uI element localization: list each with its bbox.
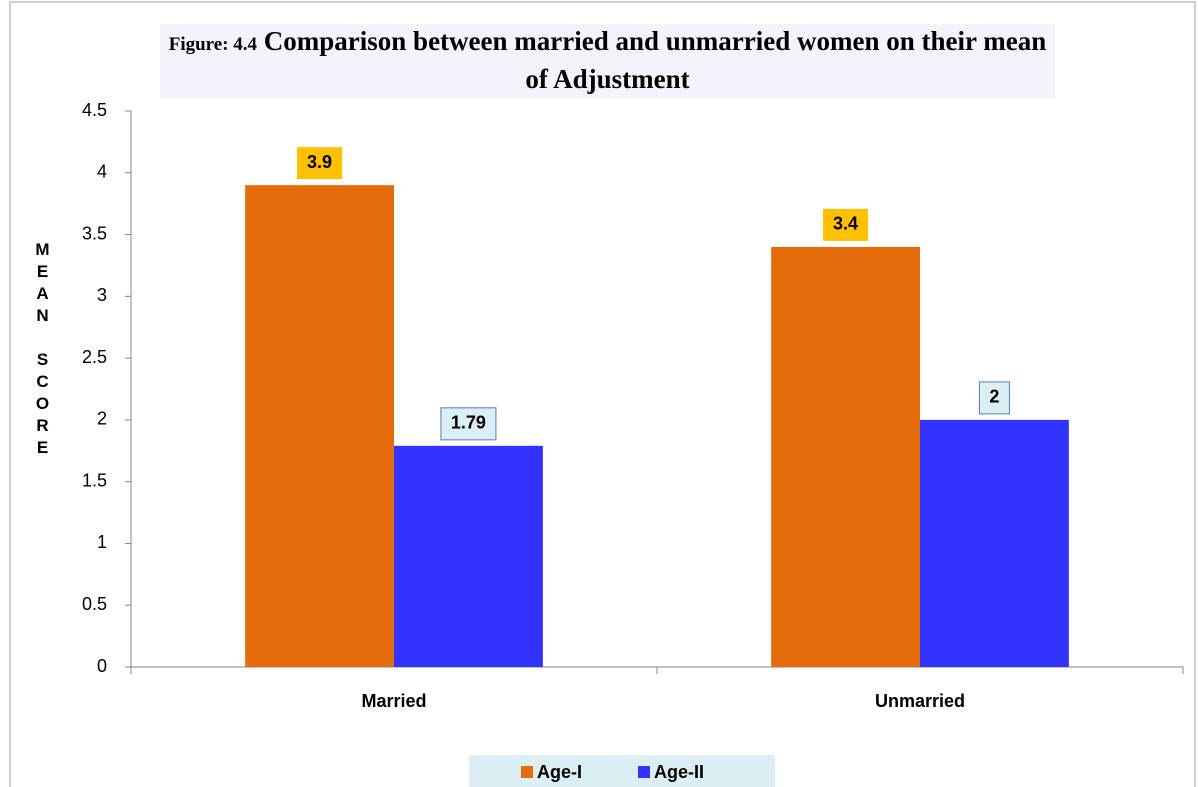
y-tick-label: 4.5 [82, 100, 107, 120]
chart-title-box: Figure: 4.4 Comparison between married a… [160, 24, 1055, 98]
y-tick-label: 0 [97, 656, 107, 676]
data-label: 1.79 [451, 413, 486, 433]
x-tick-label: Unmarried [875, 691, 965, 711]
legend-label: Age-I [537, 762, 582, 782]
y-tick-label: 3.5 [82, 223, 107, 243]
chart-title: Comparison between married and unmarried… [263, 26, 1047, 94]
data-label: 3.9 [307, 152, 332, 172]
y-axis-label: MEAN SCORE [33, 240, 52, 460]
data-label-bg [297, 147, 343, 180]
y-tick-label: 2 [97, 409, 107, 429]
chart-border [9, 1, 1196, 787]
y-tick-label: 2.5 [82, 347, 107, 367]
figure-label: Figure: 4.4 [168, 34, 258, 55]
data-label: 2 [989, 387, 999, 407]
y-tick-label: 3 [97, 285, 107, 305]
legend-label: Age-II [654, 762, 704, 782]
data-label-bg [440, 407, 497, 441]
y-tick-label: 1 [97, 532, 107, 552]
bar [245, 185, 394, 667]
data-label-bg [823, 208, 869, 241]
y-tick-label: 1.5 [82, 470, 107, 490]
y-tick-label: 0.5 [82, 594, 107, 614]
bar [920, 419, 1069, 667]
y-tick-label: 4 [97, 162, 107, 182]
legend-box [469, 755, 775, 787]
legend-swatch [638, 766, 650, 778]
bar [394, 445, 543, 667]
legend-swatch [521, 766, 533, 778]
data-label: 3.4 [833, 214, 858, 234]
x-tick-label: Married [361, 691, 426, 711]
data-label-bg [978, 381, 1010, 415]
bar [771, 246, 920, 667]
